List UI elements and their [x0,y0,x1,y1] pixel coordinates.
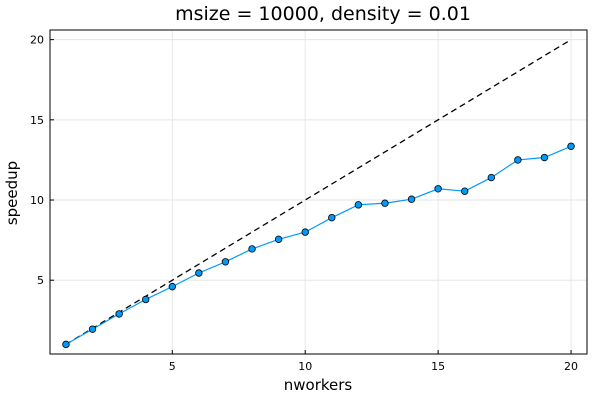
x-axis-label: nworkers [284,376,353,394]
y-tick-label: 20 [30,34,44,47]
data-point [221,258,230,266]
data-point [514,156,522,164]
y-tick-label: 15 [30,114,44,127]
data-point [248,245,256,253]
data-point [115,310,123,318]
data-point [62,340,70,349]
plot-frame [49,29,588,355]
ideal-speedup-line [65,39,572,345]
data-point [540,153,549,162]
y-ticks: 5 10 15 20 [30,34,54,287]
data-point [142,295,150,304]
data-point [407,195,416,203]
data-point [301,228,309,236]
data-point [487,173,495,182]
data-point [168,282,176,291]
speedup-markers [62,142,575,349]
data-point [195,269,203,277]
data-point [328,213,336,222]
data-point [381,199,389,207]
y-axis-label: speedup [3,161,21,225]
x-tick-label: 10 [298,360,312,373]
data-point [274,235,283,244]
speedup-series-line [65,145,572,345]
data-point [461,187,469,195]
data-point [567,142,575,150]
grid [50,30,587,354]
x-tick-label: 15 [431,360,445,373]
chart-title: msize = 10000, density = 0.01 [175,3,471,25]
y-tick-label: 5 [37,274,44,287]
x-tick-label: 20 [564,360,578,373]
data-point [354,201,363,209]
data-point [88,325,97,333]
x-ticks: 5 10 15 20 [169,350,578,373]
x-tick-label: 5 [169,360,176,373]
data-point [434,185,442,193]
y-tick-label: 10 [30,194,44,207]
